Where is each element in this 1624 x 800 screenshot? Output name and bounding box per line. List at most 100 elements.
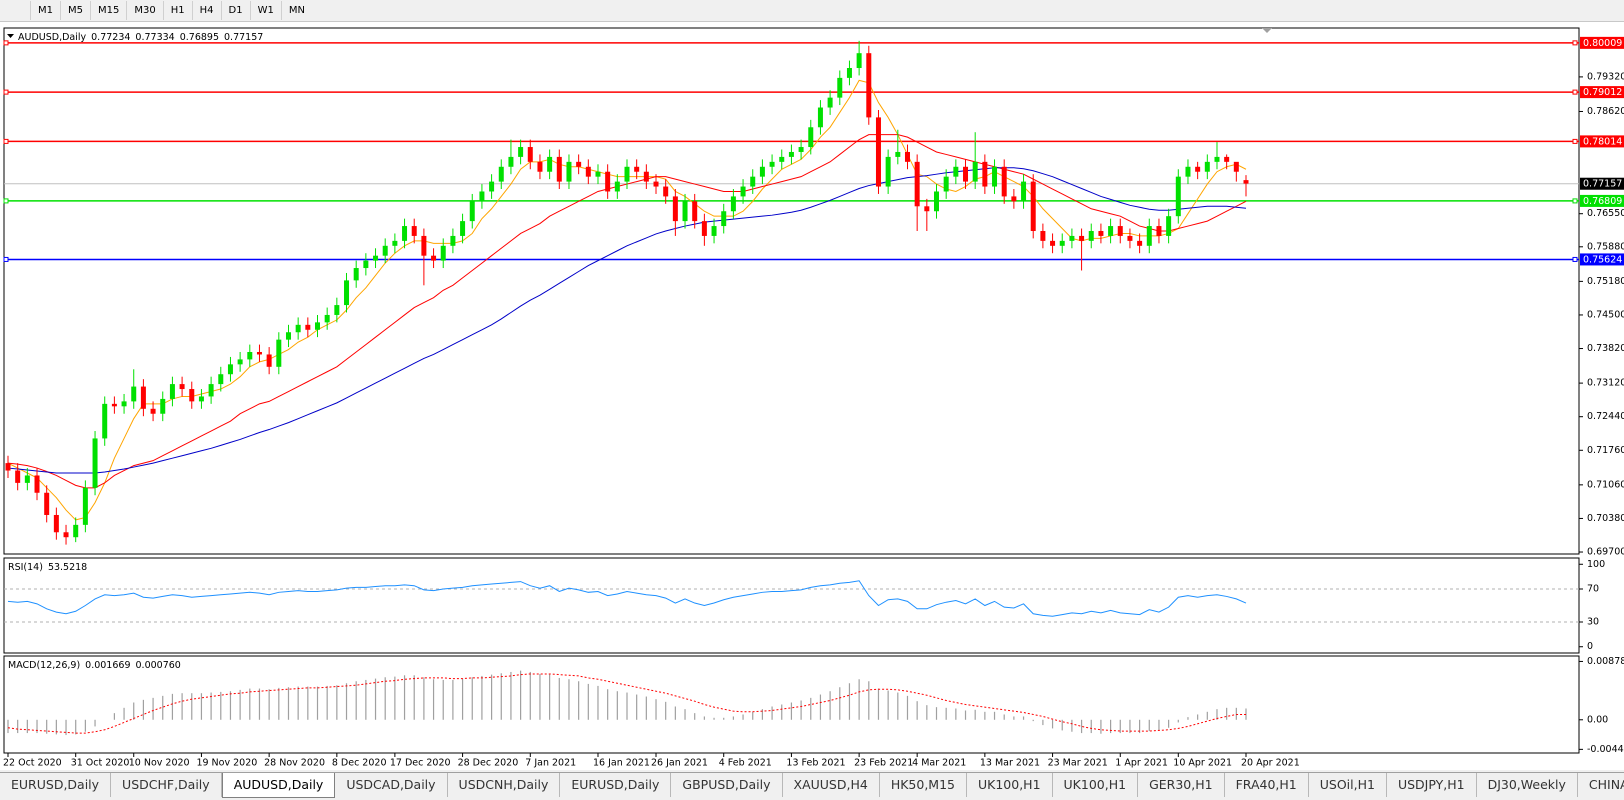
timeframe-button[interactable]: M30 [126, 1, 162, 20]
candle-body [421, 235, 427, 256]
candle-body [943, 176, 949, 192]
candle-body [653, 181, 659, 187]
timeframe-button[interactable]: M1 [30, 1, 60, 20]
y-tick-label: 0.79320 [1587, 71, 1624, 82]
x-tick-label: 26 Jan 2021 [651, 758, 708, 769]
timeframe-button[interactable]: M5 [60, 1, 90, 20]
header-text: MACD(12,26,9) [8, 660, 80, 671]
y-tick-label: 0.008782 [1587, 656, 1624, 667]
chart-tab[interactable]: HK50,M15 [880, 773, 967, 797]
level-label: 0.78014 [1583, 136, 1622, 147]
chart-tab[interactable]: UK100,H1 [967, 773, 1053, 797]
candle-body [759, 166, 765, 177]
level-handle [1572, 138, 1578, 144]
candle-body [566, 161, 572, 182]
level-label-box [1580, 253, 1624, 266]
candle-body [605, 171, 611, 192]
candle-body [547, 156, 553, 172]
timeframe-button[interactable]: H1 [162, 1, 192, 20]
header-text: 0.77334 [135, 32, 174, 43]
chart-tab[interactable]: USDJPY,H1 [1387, 773, 1477, 797]
header-text: 0.000760 [136, 660, 181, 671]
candle-body [1117, 226, 1123, 236]
x-tick-label: 13 Mar 2021 [980, 758, 1040, 769]
timeframe-button[interactable]: MN [280, 1, 312, 20]
candle-body [382, 245, 388, 256]
candle-body [247, 351, 253, 360]
candle-body [1195, 166, 1201, 172]
x-tick-label: 13 Feb 2021 [786, 758, 845, 769]
candle-body [711, 226, 717, 236]
chart-tab[interactable]: GBPUSD,Daily [671, 773, 783, 797]
y-tick-label: 0.73120 [1587, 378, 1624, 389]
chart-tab[interactable]: USDCNH,Daily [448, 773, 561, 797]
chart-tab[interactable]: USDCAD,Daily [335, 773, 448, 797]
candle-body [798, 147, 804, 152]
candle-body [218, 374, 224, 385]
candle-body [576, 161, 582, 167]
candle-body [373, 255, 379, 261]
candle-body [701, 221, 707, 236]
candle-body [1079, 235, 1085, 241]
candle-body [875, 117, 881, 187]
candle-body [624, 166, 630, 182]
chart-tab[interactable]: GER30,H1 [1138, 773, 1225, 797]
level-label: 0.79012 [1583, 87, 1622, 98]
y-tick-label: 0.75180 [1587, 276, 1624, 287]
panel-frame [3, 557, 1580, 654]
chart-tab[interactable]: XAUUSD,H4 [783, 773, 880, 797]
candle-body [904, 151, 910, 162]
chart-tab[interactable]: EURUSD,Daily [0, 773, 112, 797]
candle-body [866, 53, 872, 118]
signal-line [7, 673, 1246, 734]
candle-body [53, 514, 59, 533]
candle-body [1021, 181, 1027, 202]
y-tick-label: 0.76550 [1587, 208, 1624, 219]
level-handle [1572, 89, 1578, 95]
chart-tab[interactable]: DJ30,Weekly [1477, 773, 1578, 797]
candle-body [846, 68, 852, 78]
candle-body [63, 532, 69, 538]
chart-tab[interactable]: UK100,H1 [1053, 773, 1139, 797]
x-tick-label: 10 Apr 2021 [1173, 758, 1232, 769]
header-text: AUDUSD,Daily [18, 32, 87, 43]
chart-tab[interactable]: AUDUSD,Daily [221, 773, 336, 798]
x-tick-label: 7 Jan 2021 [525, 758, 576, 769]
candle-body [885, 156, 891, 187]
chart-tab[interactable]: USOil,H1 [1309, 773, 1387, 797]
candle-body [489, 181, 495, 192]
timeframe-button[interactable]: M15 [90, 1, 126, 20]
chart-tab[interactable]: FRA40,H1 [1225, 773, 1309, 797]
timeframe-button[interactable]: H4 [191, 1, 221, 20]
candle-body [518, 147, 524, 157]
x-tick-label: 8 Dec 2020 [332, 758, 387, 769]
chart-tab[interactable]: EURUSD,Daily [560, 773, 672, 797]
chart-tab[interactable]: CHINA300,H1 [1578, 773, 1624, 797]
x-tick-label: 23 Feb 2021 [854, 758, 913, 769]
x-tick-label: 4 Mar 2021 [912, 758, 966, 769]
candle-body [450, 235, 456, 246]
timeframe-button[interactable]: W1 [249, 1, 281, 20]
candle-body [160, 398, 166, 414]
level-handle [1572, 40, 1578, 46]
y-tick-label: 0.71060 [1587, 479, 1624, 490]
chart-tab[interactable]: USDCHF,Daily [111, 773, 222, 797]
candle-body [663, 186, 669, 197]
level-handle [3, 138, 9, 144]
level-label-box [1580, 194, 1624, 207]
candle-body [460, 221, 466, 236]
candle-body [24, 475, 30, 483]
candle-body [1185, 166, 1191, 177]
candle-body [585, 166, 591, 177]
timeframe-button[interactable]: D1 [220, 1, 250, 20]
x-tick-label: 31 Oct 2020 [71, 758, 130, 769]
moving-average [7, 167, 1247, 474]
candle-body [315, 322, 320, 330]
candle-body [827, 97, 833, 108]
x-tick-label: 10 Nov 2020 [129, 758, 190, 769]
candle-body [682, 201, 688, 222]
candle-body [1175, 176, 1181, 217]
candle-body [1233, 161, 1239, 172]
candle-body [1040, 230, 1046, 241]
x-tick-label: 16 Jan 2021 [593, 758, 650, 769]
